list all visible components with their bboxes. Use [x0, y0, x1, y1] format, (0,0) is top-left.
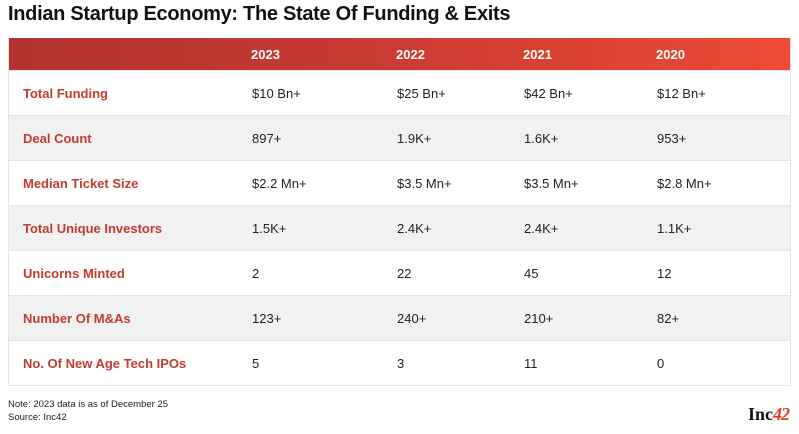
cell-value: 1.5K+	[252, 220, 287, 236]
cell-value: $12 Bn+	[657, 85, 706, 101]
table-row: No. Of New Age Tech IPOs 5 3 11 0	[9, 340, 790, 385]
cell-value: 210+	[524, 310, 554, 326]
cell-value: 1.9K+	[397, 130, 432, 146]
cell-value: $2.2 Mn+	[252, 175, 307, 191]
funding-exits-table: Inc42 Inc42 Inc42 Inc42 2023 2022 2021 2…	[8, 38, 791, 386]
table-row: Deal Count 897+ 1.9K+ 1.6K+ 953+	[9, 115, 790, 160]
row-label-total-unique-investors: Total Unique Investors	[23, 220, 163, 236]
table-row: Median Ticket Size $2.2 Mn+ $3.5 Mn+ $3.…	[9, 160, 790, 205]
note-line: Note: 2023 data is as of December 25	[8, 399, 169, 410]
cell-value: 123+	[252, 310, 282, 326]
table-header-row: 2023 2022 2021 2020	[9, 38, 790, 70]
source-line: Source: Inc42	[8, 411, 67, 423]
row-label-deal-count: Deal Count	[23, 130, 92, 146]
cell-value: 2	[252, 265, 260, 281]
cell-value: 1.6K+	[524, 130, 559, 146]
cell-value: $3.5 Mn+	[397, 175, 452, 191]
cell-value: $2.8 Mn+	[657, 175, 712, 191]
row-label-total-funding: Total Funding	[23, 85, 108, 101]
row-label-new-age-tech-ipos: No. Of New Age Tech IPOs	[23, 355, 187, 371]
cell-value: 2.4K+	[524, 220, 559, 236]
cell-value: 897+	[252, 130, 282, 146]
cell-value: $3.5 Mn+	[524, 175, 579, 191]
cell-value: 22	[397, 265, 412, 281]
row-label-number-of-mas: Number Of M&As	[23, 310, 131, 326]
row-label-median-ticket-size: Median Ticket Size	[23, 175, 139, 191]
column-header-2021: 2021	[523, 46, 552, 62]
row-label-unicorns-minted: Unicorns Minted	[23, 265, 125, 281]
inc42-logo-42: 42	[773, 404, 790, 424]
cell-value: 953+	[657, 130, 687, 146]
cell-value: 2.4K+	[397, 220, 432, 236]
column-header-2020: 2020	[656, 46, 685, 62]
cell-value: 82+	[657, 310, 680, 326]
column-header-2022: 2022	[396, 46, 425, 62]
cell-value: $10 Bn+	[252, 85, 301, 101]
cell-value: 1.1K+	[657, 220, 692, 236]
inc42-logo-text: Inc	[747, 404, 773, 424]
cell-value: 240+	[397, 310, 427, 326]
cell-value: $42 Bn+	[524, 85, 573, 101]
table-row: Unicorns Minted 2 22 45 12	[9, 250, 790, 295]
cell-value: $25 Bn+	[397, 85, 446, 101]
cell-value: 5	[252, 355, 260, 371]
page-title: Indian Startup Economy: The State Of Fun…	[8, 3, 511, 25]
cell-value: 3	[397, 355, 405, 371]
inc42-logo: Inc42	[747, 404, 790, 425]
cell-value: 0	[657, 355, 665, 371]
table-row: Number Of M&As 123+ 240+ 210+ 82+	[9, 295, 790, 340]
cell-value: 12	[657, 265, 672, 281]
table-row: Total Unique Investors 1.5K+ 2.4K+ 2.4K+…	[9, 205, 790, 250]
cell-value: 45	[524, 265, 539, 281]
cell-value: 11	[524, 355, 538, 371]
column-header-2023: 2023	[251, 46, 280, 62]
footnotes: Note: 2023 data is as of December 25 Sou…	[8, 399, 168, 425]
table-row: Total Funding $10 Bn+ $25 Bn+ $42 Bn+ $1…	[9, 70, 790, 115]
